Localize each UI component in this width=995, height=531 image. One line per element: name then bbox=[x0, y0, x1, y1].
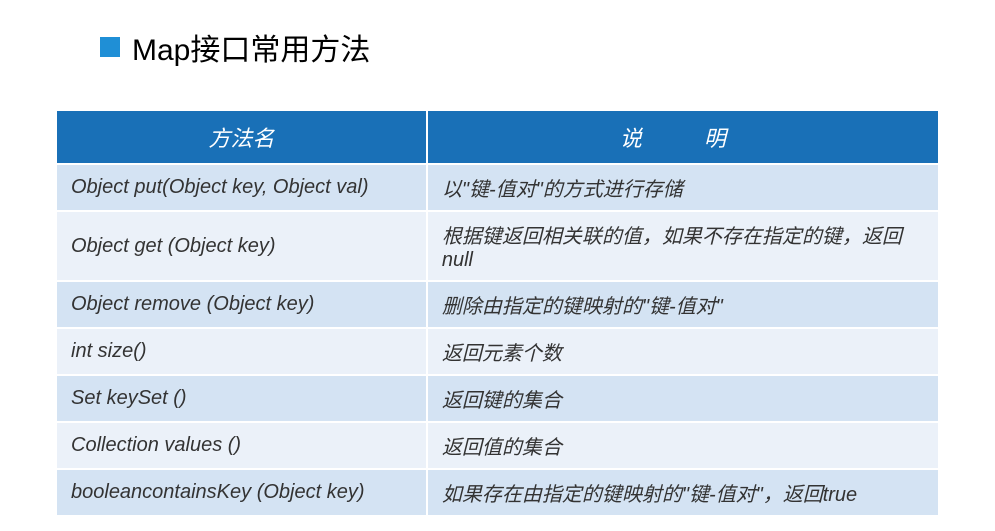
title-wrapper: Map接口常用方法 bbox=[100, 25, 940, 69]
table-body: Object put(Object key, Object val)以"键-值对… bbox=[56, 164, 939, 516]
cell-method: Set keySet () bbox=[56, 375, 427, 422]
cell-description: 以"键-值对"的方式进行存储 bbox=[427, 164, 939, 211]
cell-description: 返回值的集合 bbox=[427, 422, 939, 469]
table-row: Collection values ()返回值的集合 bbox=[56, 422, 939, 469]
table-row: Object get (Object key)根据键返回相关联的值，如果不存在指… bbox=[56, 211, 939, 281]
header-description: 说 明 bbox=[427, 110, 939, 164]
table-header-row: 方法名 说 明 bbox=[56, 110, 939, 164]
cell-description: 删除由指定的键映射的"键-值对" bbox=[427, 281, 939, 328]
table-row: Object put(Object key, Object val)以"键-值对… bbox=[56, 164, 939, 211]
page-title: Map接口常用方法 bbox=[132, 25, 370, 69]
table-row: Set keySet ()返回键的集合 bbox=[56, 375, 939, 422]
cell-method: booleancontainsKey (Object key) bbox=[56, 469, 427, 516]
cell-method: Object get (Object key) bbox=[56, 211, 427, 281]
cell-method: Object put(Object key, Object val) bbox=[56, 164, 427, 211]
cell-method: int size() bbox=[56, 328, 427, 375]
cell-method: Collection values () bbox=[56, 422, 427, 469]
table-row: int size()返回元素个数 bbox=[56, 328, 939, 375]
cell-method: Object remove (Object key) bbox=[56, 281, 427, 328]
cell-description: 返回键的集合 bbox=[427, 375, 939, 422]
cell-description: 如果存在由指定的键映射的"键-值对"，返回true bbox=[427, 469, 939, 516]
header-method: 方法名 bbox=[56, 110, 427, 164]
table-row: booleancontainsKey (Object key)如果存在由指定的键… bbox=[56, 469, 939, 516]
methods-table: 方法名 说 明 Object put(Object key, Object va… bbox=[55, 109, 940, 517]
bullet-icon bbox=[100, 37, 120, 57]
cell-description: 根据键返回相关联的值，如果不存在指定的键，返回null bbox=[427, 211, 939, 281]
table-row: Object remove (Object key)删除由指定的键映射的"键-值… bbox=[56, 281, 939, 328]
cell-description: 返回元素个数 bbox=[427, 328, 939, 375]
